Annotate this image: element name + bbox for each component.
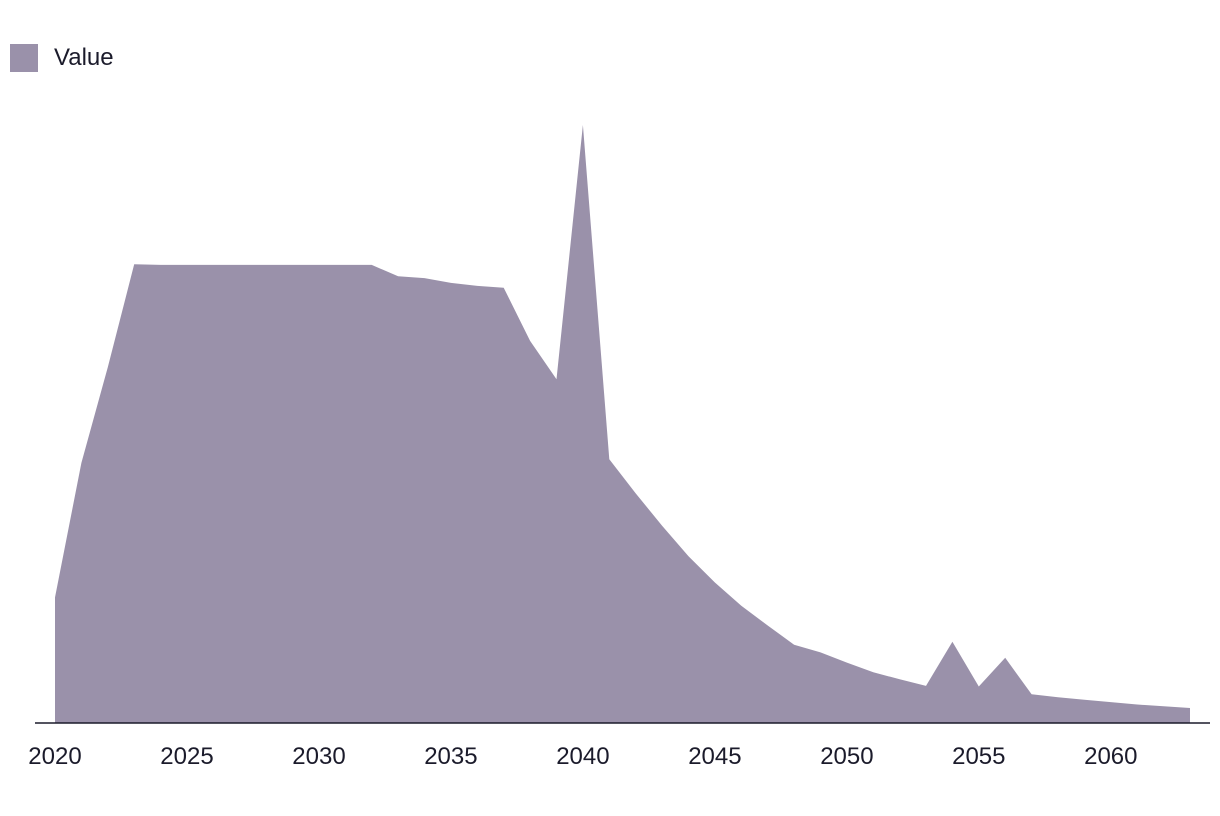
area-layer: [55, 125, 1190, 723]
chart-legend: Value: [10, 44, 114, 72]
x-tick-label: 2030: [292, 743, 345, 770]
legend-label-value: Value: [54, 44, 114, 71]
x-tick-label: 2055: [952, 743, 1005, 770]
x-tick-label: 2020: [28, 743, 81, 770]
x-tick-label: 2040: [556, 743, 609, 770]
x-tick-label: 2045: [688, 743, 741, 770]
x-axis-ticks: 2020 2025 2030 2035 2040 2045 2050 2055 2060: [28, 743, 1137, 770]
area-series-0: [55, 125, 1190, 723]
x-tick-label: 2050: [820, 743, 873, 770]
legend-swatch-value: [10, 44, 38, 72]
x-tick-label: 2025: [160, 743, 213, 770]
x-tick-label: 2035: [424, 743, 477, 770]
x-tick-label: 2060: [1084, 743, 1137, 770]
